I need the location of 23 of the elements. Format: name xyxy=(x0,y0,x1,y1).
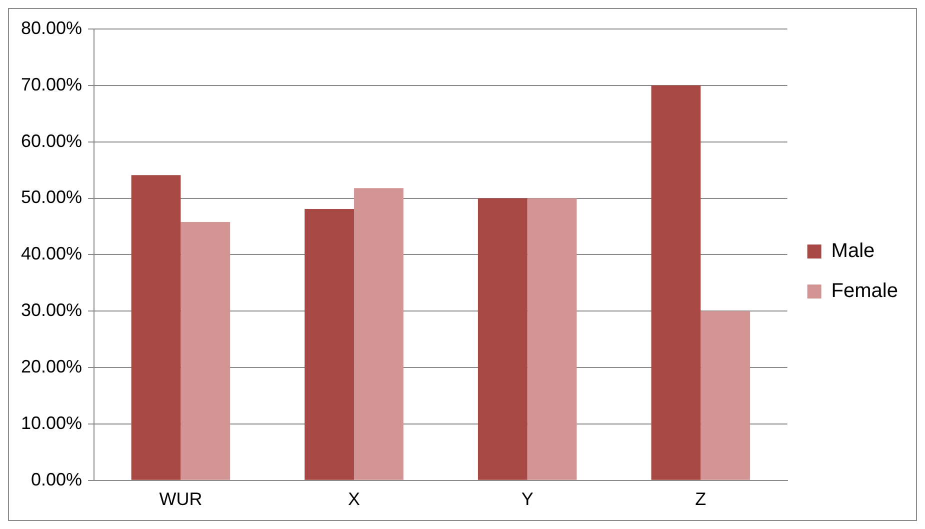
x-tick-label: Z xyxy=(695,489,706,510)
y-tick-label: 10.00% xyxy=(20,412,82,433)
y-tick-label: 30.00% xyxy=(20,300,82,320)
bar xyxy=(180,222,230,480)
y-tick-label: 80.00% xyxy=(20,18,82,38)
bar xyxy=(354,188,404,480)
x-tick-label: Y xyxy=(521,489,534,510)
y-tick-label: 20.00% xyxy=(20,356,82,377)
bar xyxy=(651,85,701,480)
y-tick-label: 50.00% xyxy=(20,187,82,208)
bar xyxy=(478,198,528,480)
legend-label: Female xyxy=(831,280,898,302)
bar xyxy=(700,311,750,480)
x-tick-label: X xyxy=(348,489,360,510)
x-tick-label: WUR xyxy=(159,489,202,510)
bar xyxy=(304,208,354,480)
bar xyxy=(131,175,181,480)
bar xyxy=(527,198,577,480)
legend-label: Male xyxy=(831,240,875,262)
y-tick-label: 0.00% xyxy=(31,469,82,490)
y-tick-label: 70.00% xyxy=(20,74,82,94)
y-tick-label: 40.00% xyxy=(20,244,82,264)
y-tick-label: 60.00% xyxy=(20,130,82,151)
